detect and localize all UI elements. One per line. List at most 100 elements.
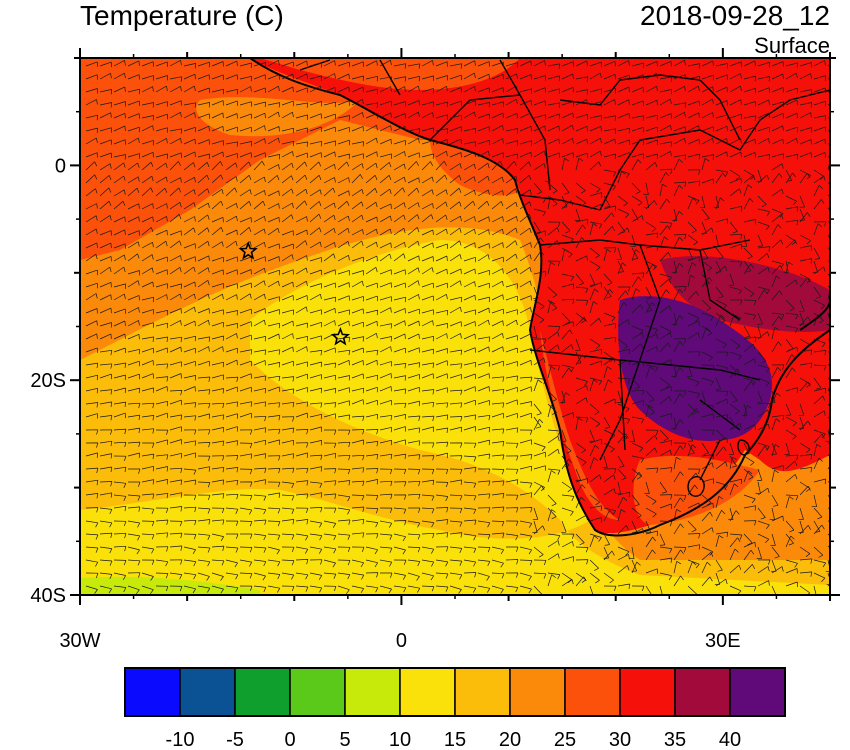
colorbar-label: -10 <box>166 729 195 750</box>
wind-barb <box>603 182 616 191</box>
wind-barb <box>127 270 140 276</box>
wind-barb <box>267 362 281 368</box>
wind-barb <box>351 296 364 302</box>
wind-barb <box>407 546 421 553</box>
wind-barb <box>729 260 743 267</box>
wind-barb <box>281 439 295 446</box>
wind-barb <box>589 444 599 457</box>
wind-barb <box>491 320 504 327</box>
wind-barb <box>379 546 393 553</box>
wind-barb <box>477 480 491 486</box>
map-level: Surface <box>754 33 830 58</box>
wind-barb <box>645 494 657 505</box>
wind-barb <box>589 403 600 415</box>
wind-barb <box>673 236 684 249</box>
wind-barb <box>155 585 169 592</box>
wind-barb <box>449 321 462 327</box>
wind-barb <box>267 546 280 555</box>
wind-barb <box>281 111 294 119</box>
wind-barb <box>813 572 826 582</box>
wind-barb <box>365 413 379 420</box>
wind-barb <box>197 61 210 68</box>
wind-barb <box>491 412 504 419</box>
wind-barb <box>379 86 392 93</box>
wind-barb <box>506 546 519 552</box>
wind-barb <box>295 442 309 448</box>
wind-barb <box>771 585 777 595</box>
wind-barb <box>127 348 141 355</box>
wind-barb <box>127 506 141 512</box>
x-tick-label: 30W <box>59 630 100 652</box>
wind-barb <box>603 336 617 343</box>
wind-barb <box>463 572 477 578</box>
wind-barb <box>756 468 763 481</box>
star-marker-2 <box>330 327 351 346</box>
wind-barb <box>785 62 798 68</box>
wind-barb <box>197 466 211 472</box>
wind-barb <box>267 428 281 435</box>
wind-barb <box>687 408 700 418</box>
wind-barb <box>715 247 724 260</box>
wind-barb <box>701 413 714 419</box>
wind-barb <box>113 162 126 171</box>
wind-barb <box>183 479 197 485</box>
wind-barb <box>239 585 253 591</box>
wind-barb <box>155 113 168 120</box>
wind-barb <box>267 572 281 580</box>
wind-barb <box>505 175 518 184</box>
wind-barb <box>491 190 504 197</box>
wind-barb <box>211 74 224 80</box>
wind-barb <box>617 359 630 366</box>
wind-barb <box>85 127 98 134</box>
wind-barb <box>757 409 770 418</box>
wind-barb <box>393 347 406 354</box>
wind-barb <box>701 227 714 236</box>
wind-barb <box>547 574 556 587</box>
wind-barb <box>85 442 99 448</box>
wind-barb <box>603 488 616 496</box>
wind-barb <box>85 152 98 158</box>
wind-barb <box>449 585 462 594</box>
wind-barb <box>239 321 252 327</box>
wind-barb <box>603 99 616 106</box>
wind-barb <box>729 478 742 485</box>
wind-barb <box>813 349 827 356</box>
wind-barb <box>547 182 558 194</box>
wind-barb <box>337 468 351 475</box>
wind-barb <box>785 195 798 206</box>
wind-barb <box>743 260 752 273</box>
wind-barb <box>771 559 777 572</box>
wind-barb <box>379 336 393 342</box>
wind-barb <box>701 511 713 522</box>
wind-barb <box>239 373 252 379</box>
wind-barb <box>575 158 584 171</box>
wind-barb <box>673 575 684 587</box>
wind-barb <box>771 290 783 301</box>
wind-barb <box>519 227 532 236</box>
wind-barb <box>113 455 127 462</box>
wind-barb <box>769 507 775 521</box>
wind-barb <box>211 572 224 581</box>
wind-barb <box>785 367 796 379</box>
wind-barb <box>393 63 407 69</box>
wind-barb <box>505 572 519 578</box>
wind-barb <box>519 295 532 301</box>
wind-barb <box>561 138 574 145</box>
wind-barb <box>547 533 561 541</box>
wind-barb <box>211 256 224 263</box>
wind-barb <box>505 240 518 249</box>
wind-barb <box>813 115 827 121</box>
wind-barb <box>421 546 435 554</box>
temperature-field-far-south <box>80 576 260 595</box>
wind-barb <box>449 215 462 223</box>
wind-barb <box>225 479 239 486</box>
wind-barb <box>531 325 538 339</box>
wind-barb <box>239 572 253 579</box>
wind-barb <box>659 278 672 288</box>
wind-barb <box>673 497 684 509</box>
wind-barb <box>113 112 126 119</box>
wind-barb <box>323 572 337 579</box>
wind-barb <box>715 364 728 373</box>
wind-barb <box>533 100 546 106</box>
wind-barb <box>687 444 697 457</box>
